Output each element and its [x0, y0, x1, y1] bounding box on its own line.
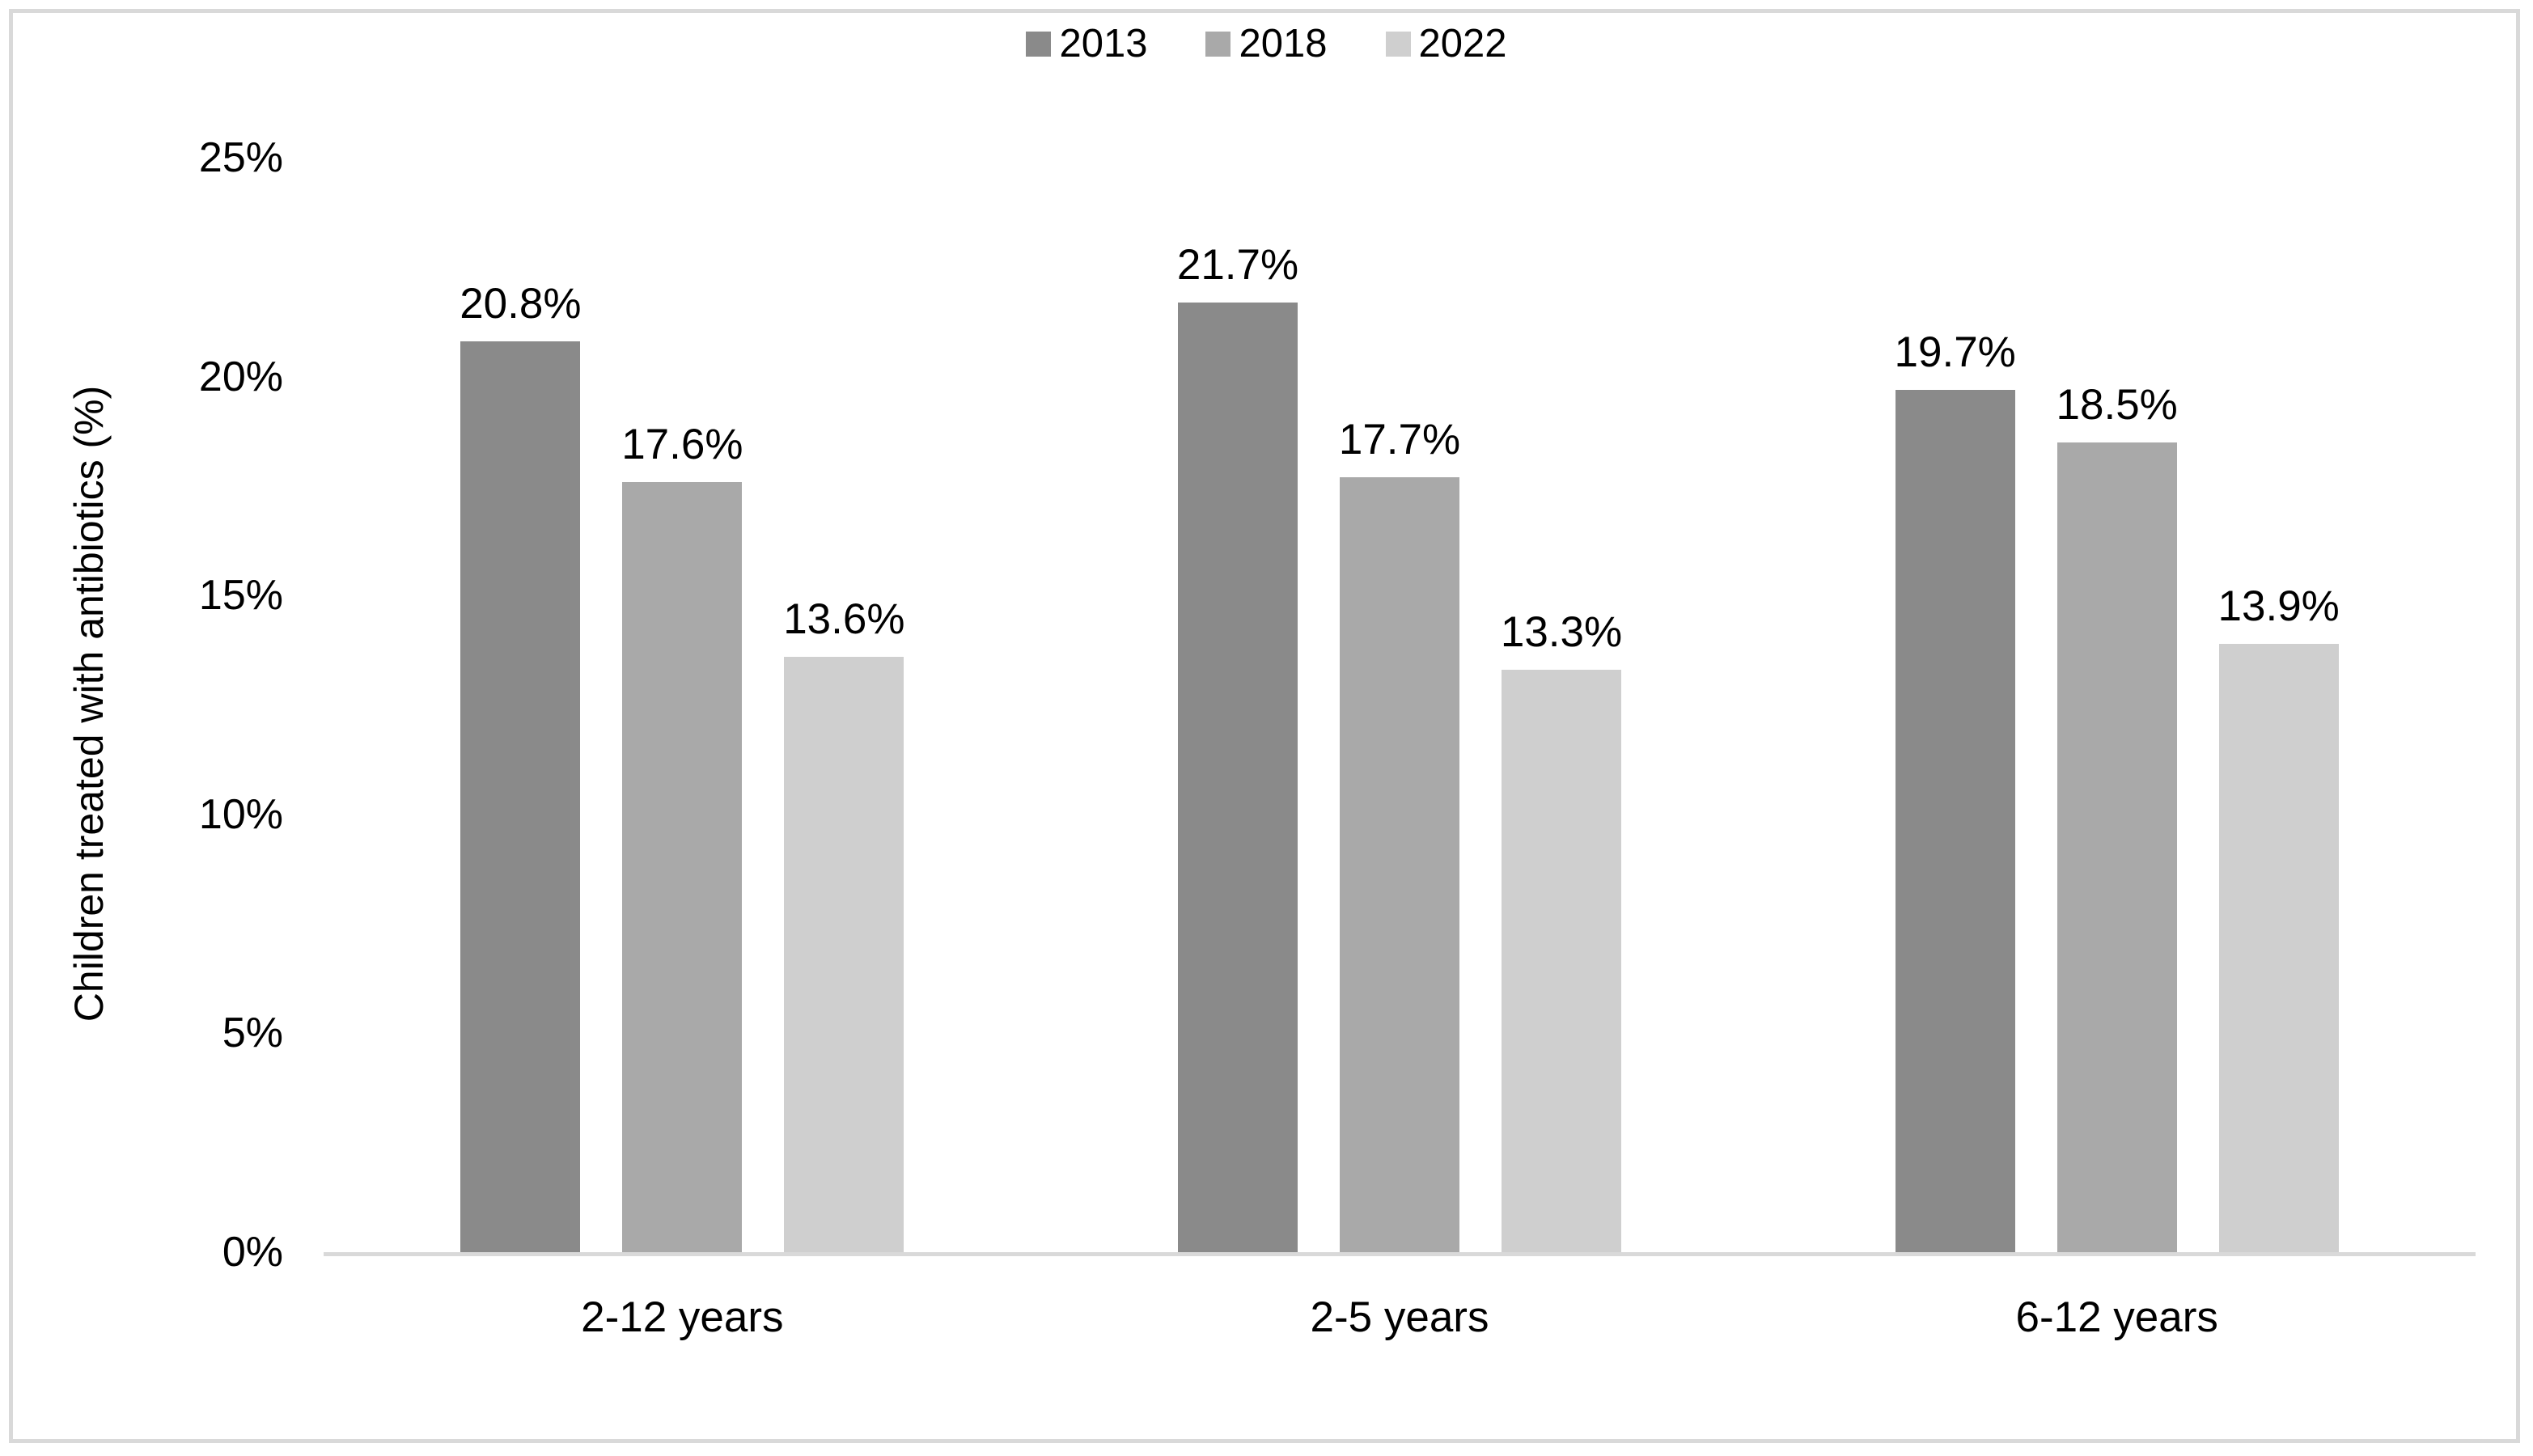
x-axis-category-labels: 2-12 years 2-5 years 6-12 years [324, 1293, 2476, 1342]
legend-label-2022: 2022 [1418, 22, 1507, 66]
bar-2018-6-12-years: 18.5% [2056, 381, 2178, 1252]
bar-2022-2-5-years: 13.3% [1501, 608, 1622, 1252]
data-label-2013-2-5-years: 21.7% [1176, 240, 1299, 289]
y-axis-tick-labels: 25% 20% 15% 10% 5% 0% [121, 134, 283, 1276]
bar-2018-2-12-years: 17.6% [621, 421, 743, 1252]
y-tick-20pct: 20% [198, 353, 283, 400]
data-label-2013-6-12-years: 19.7% [1894, 328, 2016, 376]
legend-item-2018: 2018 [1205, 21, 1328, 66]
legend-swatch-2022 [1385, 31, 1411, 57]
data-label-2022-2-12-years: 13.6% [783, 595, 905, 643]
y-axis-title: Children treated with antibiotics (%) [66, 385, 112, 1022]
legend-swatch-2013 [1026, 31, 1052, 57]
bar-group-2-12-years: 20.8% 17.6% 13.6% [324, 158, 1041, 1252]
bar-2022-2-12-years: 13.6% [783, 595, 904, 1252]
data-label-2018-6-12-years: 18.5% [2056, 380, 2178, 429]
bar-2022-6-12-years: 13.9% [2218, 582, 2340, 1252]
y-tick-5pct: 5% [222, 1009, 283, 1057]
legend-item-2013: 2013 [1026, 21, 1147, 66]
y-tick-15pct: 15% [198, 572, 283, 620]
data-label-2022-6-12-years: 13.9% [2217, 582, 2340, 630]
bar-2018-2-5-years: 17.7% [1339, 416, 1460, 1252]
chart-legend: 2013 2018 2022 [0, 21, 2533, 66]
y-tick-10pct: 10% [198, 790, 283, 838]
bar-group-2-5-years: 21.7% 17.7% 13.3% [1041, 158, 1759, 1252]
bar-2013-6-12-years: 19.7% [1895, 328, 2016, 1252]
bar-2013-2-5-years: 21.7% [1177, 241, 1298, 1252]
y-tick-25pct: 25% [198, 134, 283, 181]
bar-group-6-12-years: 19.7% 18.5% 13.9% [1758, 158, 2476, 1252]
y-tick-0pct: 0% [222, 1229, 283, 1276]
legend-label-2013: 2013 [1059, 22, 1148, 66]
x-category-label-6-12-years: 6-12 years [2015, 1293, 2218, 1341]
plot-area: 20.8% 17.6% 13.6% 21.7% 17.7% 13.3% 19.7% 18.5%… [324, 158, 2476, 1252]
x-category-label-2-12-years: 2-12 years [581, 1293, 784, 1341]
legend-label-2018: 2018 [1239, 22, 1328, 66]
bar-2013-2-12-years: 20.8% [460, 280, 581, 1252]
data-label-2022-2-5-years: 13.3% [1500, 608, 1623, 657]
data-label-2018-2-5-years: 17.7% [1338, 416, 1461, 464]
data-label-2018-2-12-years: 17.6% [621, 420, 743, 468]
x-category-label-2-5-years: 2-5 years [1310, 1293, 1489, 1341]
legend-item-2022: 2022 [1385, 21, 1507, 66]
legend-swatch-2018 [1205, 31, 1231, 57]
data-label-2013-2-12-years: 20.8% [460, 280, 582, 328]
x-axis-line [324, 1252, 2476, 1256]
